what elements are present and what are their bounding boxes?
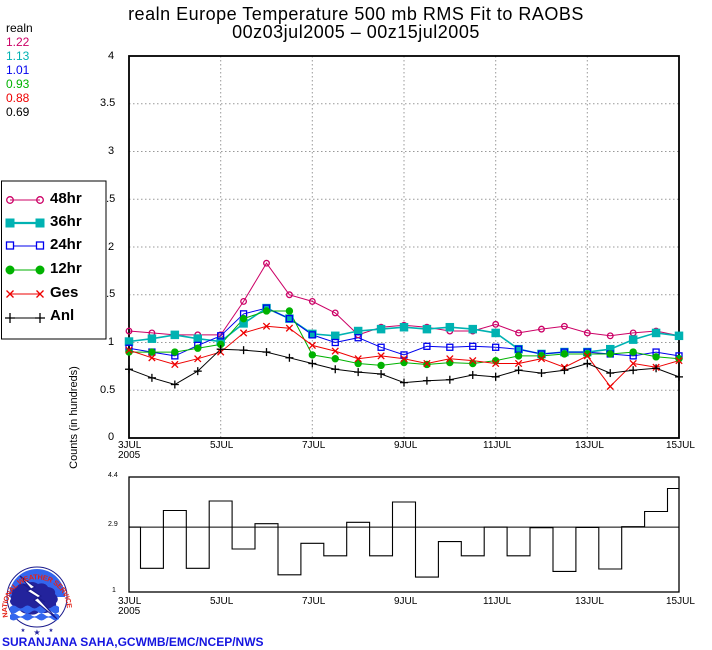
svg-text:★: ★ — [49, 627, 54, 634]
svg-text:★: ★ — [21, 627, 26, 634]
